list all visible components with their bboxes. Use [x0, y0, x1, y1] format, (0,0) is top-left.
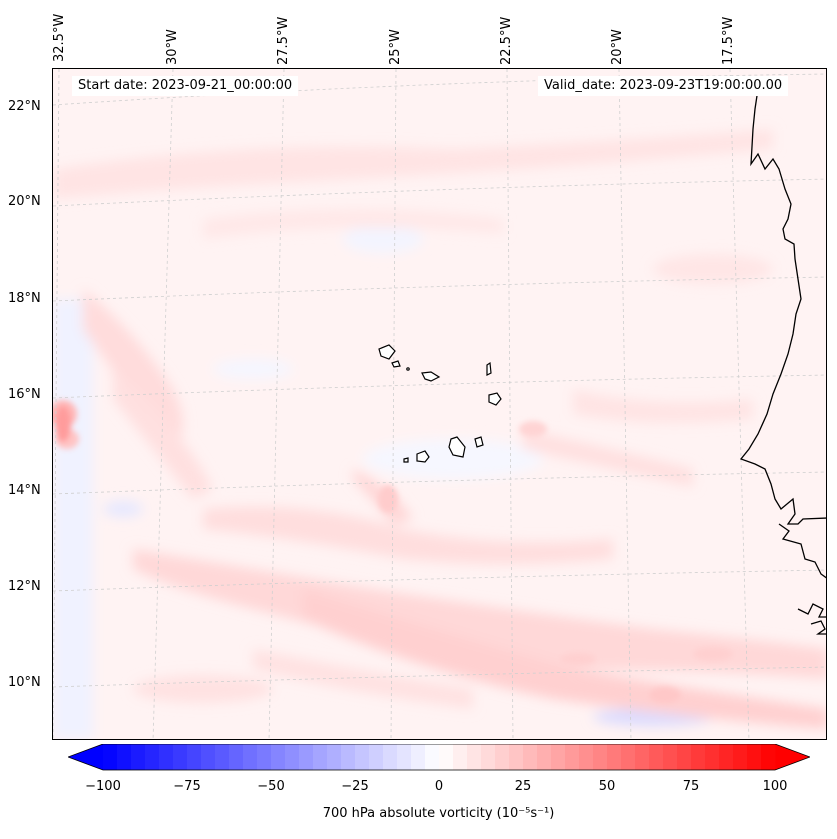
colorbar-segment — [215, 744, 230, 770]
colorbar-segment — [747, 744, 762, 770]
lat-label-10n: 10°N — [8, 675, 41, 690]
vorticity-map — [53, 69, 826, 739]
colorbar-segment — [439, 744, 454, 770]
cb-tick-neg50: −50 — [257, 779, 285, 794]
colorbar-segment — [579, 744, 594, 770]
lat-label-12n: 12°N — [8, 579, 41, 594]
colorbar-segment — [467, 744, 482, 770]
colorbar-label: 700 hPa absolute vorticity (10⁻⁵s⁻¹) — [322, 806, 555, 821]
colorbar-segment — [383, 744, 398, 770]
colorbar-segment — [593, 744, 608, 770]
cb-tick-50: 50 — [598, 779, 616, 794]
lon-label-25w: 25°W — [388, 29, 403, 65]
colorbar-segment — [621, 744, 636, 770]
colorbar-segment — [495, 744, 510, 770]
colorbar-segment — [187, 744, 202, 770]
cb-tick-100: 100 — [762, 779, 788, 794]
valid-date-label: Valid_date: 2023-09-23T19:00:00.00 — [538, 76, 789, 96]
colorbar-segment — [159, 744, 174, 770]
colorbar-segment — [663, 744, 678, 770]
colorbar-segment — [229, 744, 244, 770]
cb-tick-75: 75 — [682, 779, 700, 794]
colorbar-segment — [243, 744, 258, 770]
colorbar-segment — [677, 744, 692, 770]
lon-label-27-5w: 27.5°W — [276, 16, 291, 65]
colorbar-segment — [481, 744, 496, 770]
cb-tick-neg75: −75 — [173, 779, 201, 794]
cb-tick-neg25: −25 — [341, 779, 369, 794]
colorbar-segment — [117, 744, 132, 770]
colorbar-segment — [649, 744, 664, 770]
lat-label-14n: 14°N — [8, 483, 41, 498]
vorticity-max — [53, 400, 733, 703]
start-date-label: Start date: 2023-09-21_00:00:00 — [72, 76, 299, 96]
colorbar-segment — [565, 744, 580, 770]
colorbar-segment — [313, 744, 328, 770]
colorbar-segment — [509, 744, 524, 770]
colorbar-extend-high — [775, 744, 810, 770]
colorbar-segment — [761, 744, 776, 770]
cb-tick-0: 0 — [434, 779, 444, 794]
colorbar-segment — [327, 744, 342, 770]
map-panel[interactable] — [52, 68, 827, 740]
colorbar-segment — [537, 744, 552, 770]
colorbar-segment — [257, 744, 272, 770]
colorbar-segment — [355, 744, 370, 770]
colorbar-segment — [201, 744, 216, 770]
colorbar-segment — [369, 744, 384, 770]
lon-label-30w: 30°W — [165, 29, 180, 65]
africa-coastline — [739, 88, 826, 635]
colorbar-segment — [145, 744, 160, 770]
colorbar-segment — [719, 744, 734, 770]
lat-label-16n: 16°N — [8, 387, 41, 402]
colorbar-segment — [299, 744, 314, 770]
colorbar-segment — [635, 744, 650, 770]
colorbar-segment — [607, 744, 622, 770]
colorbar-segment — [551, 744, 566, 770]
colorbar-segment — [131, 744, 146, 770]
lon-label-22-5w: 22.5°W — [499, 16, 514, 65]
colorbar-segment — [271, 744, 286, 770]
vorticity-field — [53, 129, 826, 739]
colorbar-segment — [397, 744, 412, 770]
cape-verde-islands — [378, 344, 502, 463]
lon-label-32-5w: 32.5°W — [52, 13, 67, 62]
lat-label-18n: 18°N — [8, 291, 41, 306]
colorbar-segment — [453, 744, 468, 770]
colorbar-outline — [68, 744, 810, 771]
colorbar-segment — [705, 744, 720, 770]
colorbar-segment — [103, 744, 118, 770]
colorbar-segment — [425, 744, 440, 770]
cb-tick-neg100: −100 — [85, 779, 121, 794]
colorbar-segment — [173, 744, 188, 770]
colorbar-segment — [341, 744, 356, 770]
gridlines — [53, 69, 826, 739]
cb-tick-25: 25 — [514, 779, 532, 794]
lon-label-17-5w: 17.5°W — [721, 16, 736, 65]
lat-label-22n: 22°N — [8, 99, 41, 114]
lat-label-20n: 20°N — [8, 194, 41, 209]
colorbar-segment — [285, 744, 300, 770]
colorbar-segment — [733, 744, 748, 770]
colorbar-segment — [411, 744, 426, 770]
colorbar — [68, 744, 810, 771]
colorbar-segment — [523, 744, 538, 770]
colorbar-segment — [691, 744, 706, 770]
colorbar-extend-low — [68, 744, 103, 770]
lon-label-20w: 20°W — [610, 29, 625, 65]
